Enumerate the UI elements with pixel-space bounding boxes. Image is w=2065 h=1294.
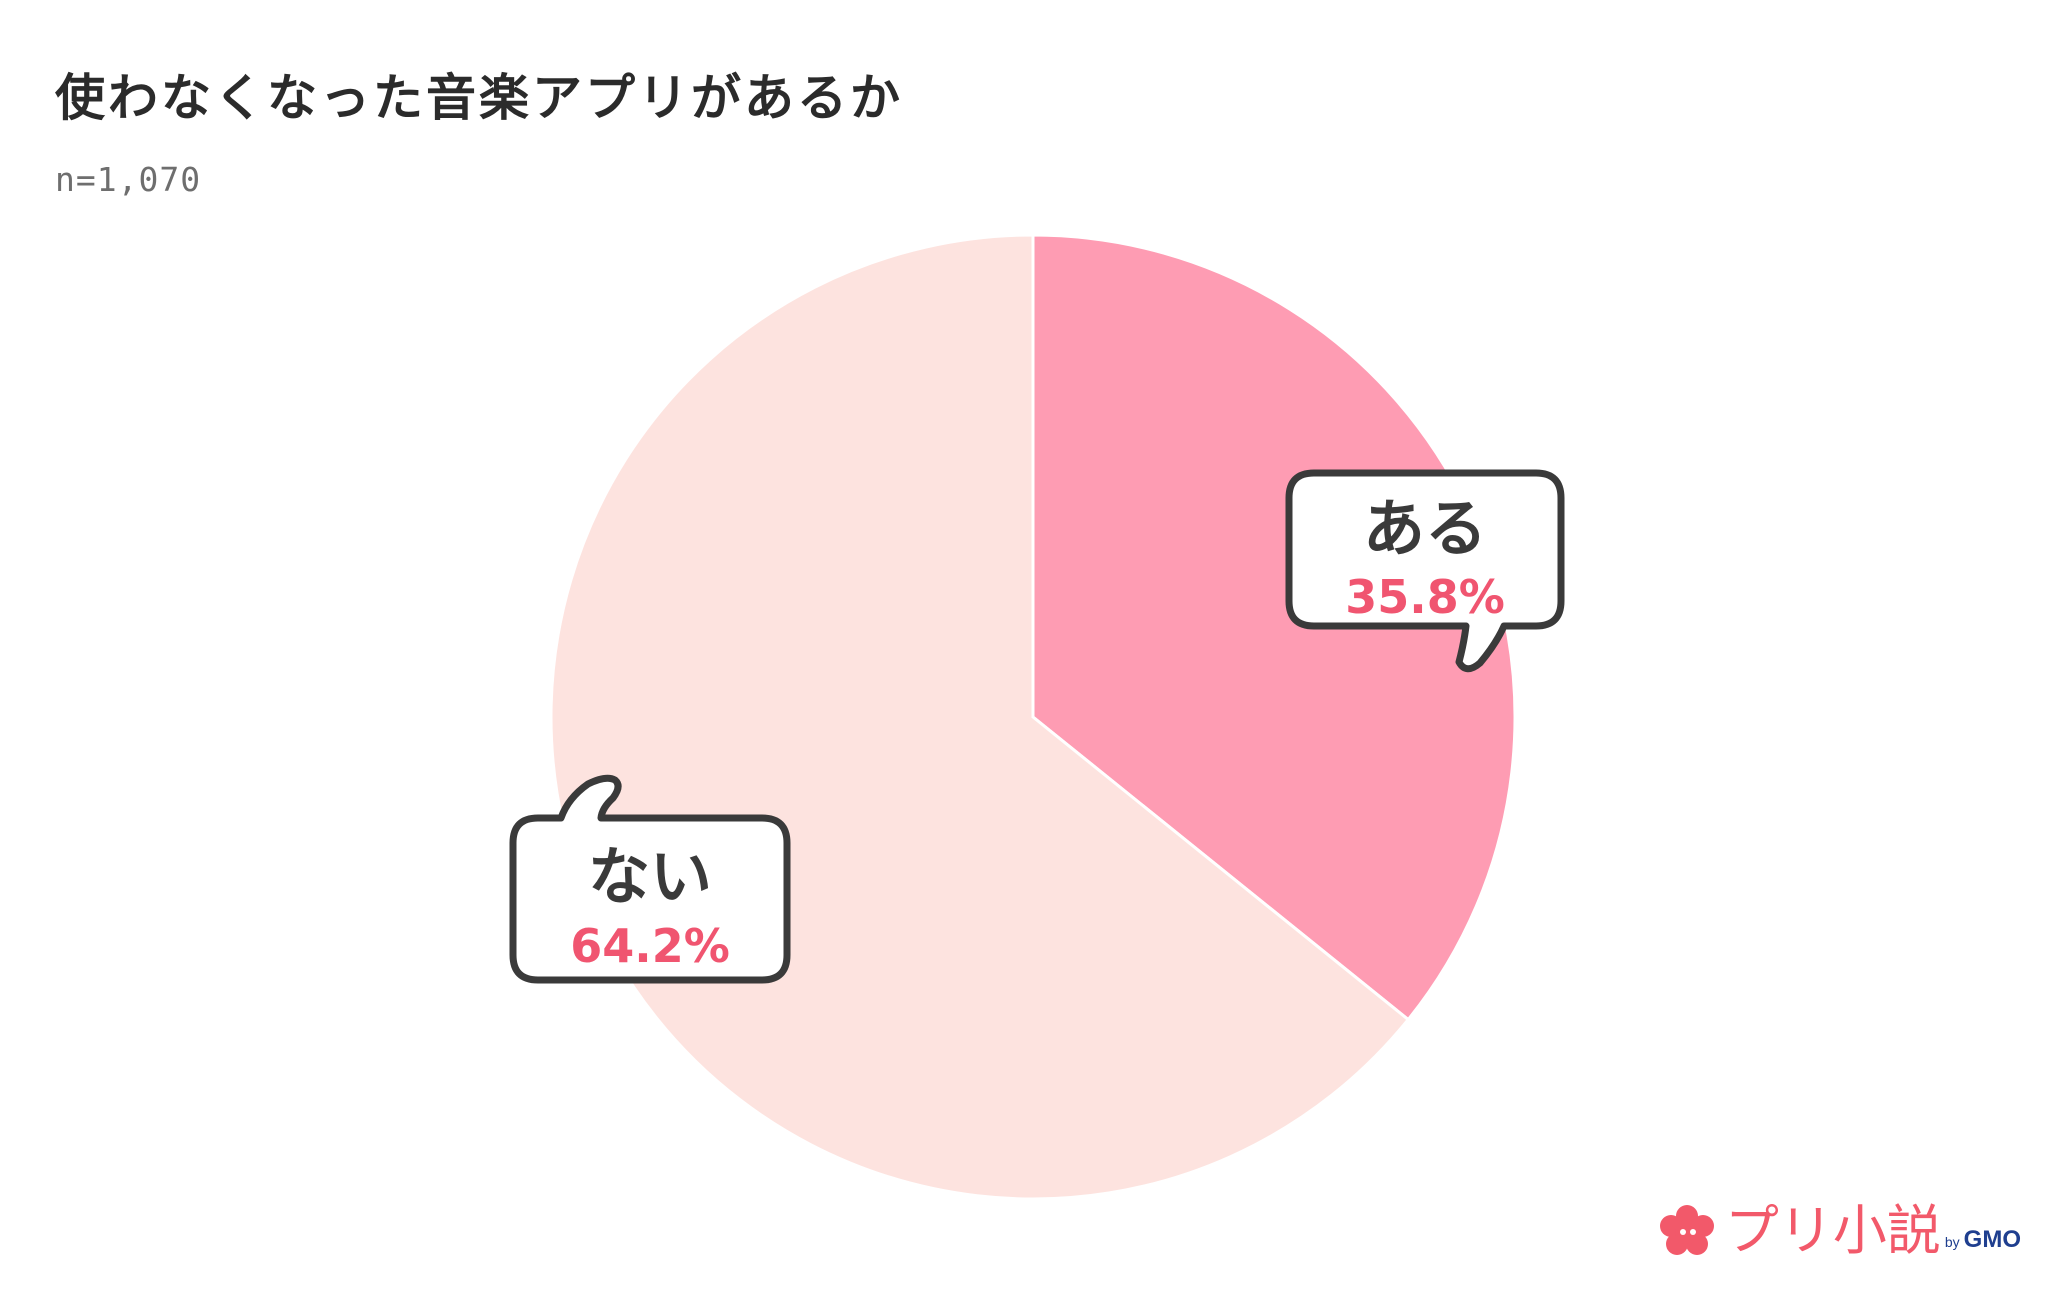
brand-company: GMO: [1963, 1226, 2021, 1253]
brand-name: プリ小説: [1724, 1199, 1941, 1262]
brand-by: by: [1944, 1234, 1960, 1250]
slice-value-nai: 64.2%: [570, 919, 730, 973]
callout-bubble-aru: [1285, 469, 1565, 673]
slice-label-nai: ない: [588, 840, 712, 913]
slice-value-aru: 35.8%: [1345, 570, 1505, 624]
slice-callout-nai: ない 64.2%: [509, 774, 791, 984]
slice-callout-aru: ある 35.8%: [1285, 469, 1565, 673]
brand-logo: プリ小説 by GMO: [1657, 1202, 2021, 1260]
sample-size: n=1,070: [55, 160, 202, 199]
callout-bubble-nai: [509, 774, 791, 984]
chart-title: 使わなくなった音楽アプリがあるか: [55, 69, 903, 127]
slice-label-aru: ある: [1363, 492, 1487, 565]
pie-slices: [549, 233, 1517, 1201]
flower-logo-icon: [1659, 1205, 1714, 1255]
